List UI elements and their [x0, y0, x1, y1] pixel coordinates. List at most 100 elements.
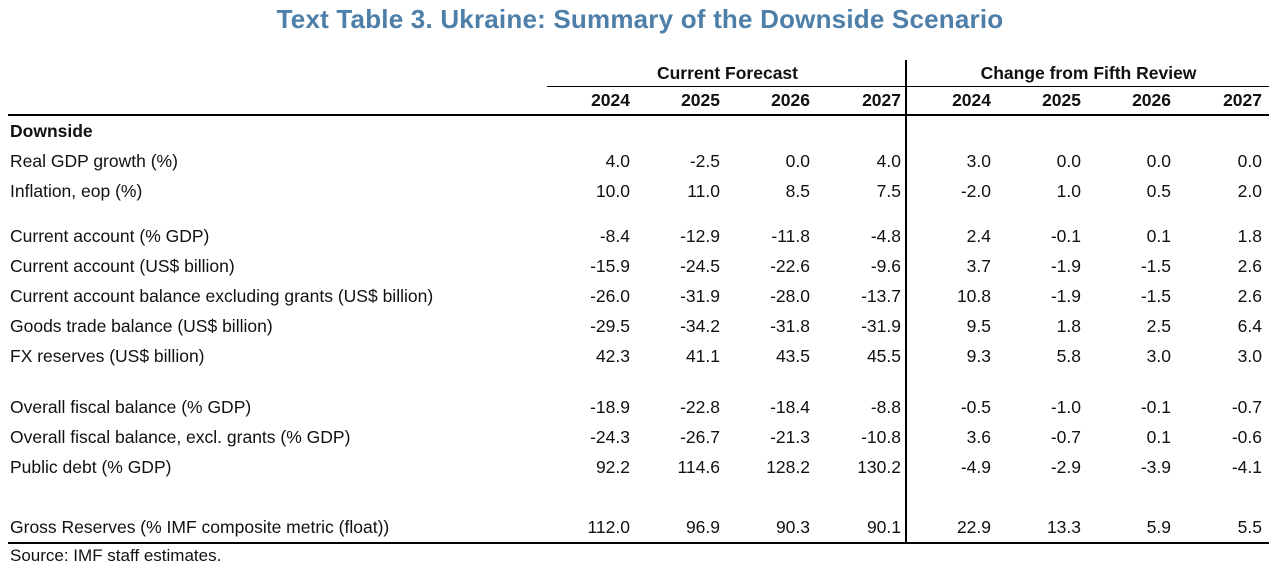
year-header: 2025: [681, 90, 720, 110]
value-cell: 112.0: [587, 516, 631, 537]
row-label: Downside: [10, 120, 93, 141]
row-label: Goods trade balance (US$ billion): [10, 315, 273, 336]
value-cell: -24.5: [680, 255, 720, 276]
row-label: Current account (US$ billion): [10, 255, 235, 276]
year-header: 2026: [771, 90, 810, 110]
value-cell: -2.9: [1050, 456, 1081, 477]
value-cell: -10.8: [861, 426, 901, 447]
value-cell: 130.2: [857, 456, 901, 477]
value-cell: 8.5: [785, 180, 810, 201]
table-row: Goods trade balance (US$ billion) -29.5 -…: [8, 311, 1269, 341]
spacer-row: [8, 482, 1269, 512]
value-cell: -15.9: [590, 255, 630, 276]
value-cell: -4.1: [1231, 456, 1262, 477]
value-cell: -0.7: [1050, 426, 1081, 447]
value-cell: 4.0: [605, 150, 630, 171]
value-cell: -2.5: [689, 150, 720, 171]
value-cell: 22.9: [956, 516, 991, 537]
value-cell: -22.6: [770, 255, 810, 276]
row-label: Overall fiscal balance (% GDP): [10, 396, 252, 417]
value-cell: 1.8: [1237, 225, 1262, 246]
row-label: Gross Reserves (% IMF composite metric (…: [10, 516, 390, 537]
value-cell: 43.5: [775, 345, 810, 366]
value-cell: 2.6: [1237, 285, 1262, 306]
corner-empty-cell: [8, 60, 547, 87]
value-cell: -2.0: [960, 180, 991, 201]
value-cell: 42.3: [595, 345, 630, 366]
value-cell: 3.6: [966, 426, 991, 447]
value-cell: 90.1: [866, 516, 901, 537]
value-cell: -29.5: [590, 315, 630, 336]
row-label: Current account (% GDP): [10, 225, 210, 246]
value-cell: 0.5: [1146, 180, 1171, 201]
value-cell: -1.5: [1140, 255, 1171, 276]
value-cell: 0.0: [785, 150, 810, 171]
value-cell: -8.8: [870, 396, 901, 417]
year-header: 2024: [591, 90, 630, 110]
value-cell: 9.5: [966, 315, 991, 336]
value-cell: 7.5: [876, 180, 901, 201]
value-cell: 0.0: [1056, 150, 1081, 171]
table-row: FX reserves (US$ billion) 42.3 41.1 43.5 45…: [8, 341, 1269, 371]
year-header-row: 2024 2025 2026 2027 2024 2025 2026 2027: [8, 87, 1269, 116]
row-label: Public debt (% GDP): [10, 456, 172, 477]
value-cell: -8.4: [599, 225, 630, 246]
year-header: 2024: [952, 90, 991, 110]
value-cell: 4.0: [876, 150, 901, 171]
value-cell: 128.2: [766, 456, 810, 477]
value-cell: -21.3: [770, 426, 810, 447]
table-row: Current account (% GDP) -8.4 -12.9 -11.8 -4…: [8, 221, 1269, 251]
row-label: FX reserves (US$ billion): [10, 345, 205, 366]
value-cell: -4.8: [870, 225, 901, 246]
value-cell: 0.1: [1146, 426, 1171, 447]
value-cell: 5.5: [1237, 516, 1262, 537]
value-cell: 1.8: [1056, 315, 1081, 336]
table-body: Downside Real GDP growth (%) 4.0 -2.5 0.0 4…: [8, 116, 1269, 544]
value-cell: 2.6: [1237, 255, 1262, 276]
value-cell: -18.4: [770, 396, 810, 417]
row-label: Overall fiscal balance, excl. grants (% …: [10, 426, 351, 447]
value-cell: -12.9: [680, 225, 720, 246]
table-title: Text Table 3. Ukraine: Summary of the Do…: [276, 4, 1004, 34]
value-cell: -1.9: [1050, 285, 1081, 306]
value-cell: -0.7: [1231, 396, 1262, 417]
value-cell: 2.0: [1237, 180, 1262, 201]
value-cell: -22.8: [680, 396, 720, 417]
value-cell: -1.0: [1050, 396, 1081, 417]
value-cell: 1.0: [1056, 180, 1081, 201]
table-row: Gross Reserves (% IMF composite metric (…: [8, 512, 1269, 544]
value-cell: -26.7: [680, 426, 720, 447]
value-cell: 10.8: [956, 285, 991, 306]
value-cell: 3.0: [1237, 345, 1262, 366]
column-group-current-forecast: Current Forecast: [547, 60, 908, 87]
value-cell: 0.1: [1146, 225, 1171, 246]
value-cell: 5.9: [1146, 516, 1171, 537]
summary-table: Current Forecast Change from Fifth Revie…: [8, 60, 1269, 544]
value-cell: 11.0: [687, 180, 720, 201]
value-cell: -1.5: [1140, 285, 1171, 306]
spacer-row: [8, 206, 1269, 221]
value-cell: -0.1: [1050, 225, 1081, 246]
column-group-change-from-fifth-review: Change from Fifth Review: [908, 60, 1269, 87]
value-cell: -28.0: [770, 285, 810, 306]
value-cell: 5.8: [1056, 345, 1081, 366]
value-cell: -1.9: [1050, 255, 1081, 276]
row-label: Inflation, eop (%): [10, 180, 143, 201]
table-row: Public debt (% GDP) 92.2 114.6 128.2 130.2 -…: [8, 452, 1269, 482]
value-cell: -9.6: [870, 255, 901, 276]
value-cell: 2.4: [966, 225, 991, 246]
value-cell: -31.9: [861, 315, 901, 336]
value-cell: 90.3: [775, 516, 810, 537]
value-cell: -11.8: [771, 225, 810, 246]
value-cell: 10.0: [595, 180, 630, 201]
table-row: Overall fiscal balance, excl. grants (% …: [8, 422, 1269, 452]
spacer-row: [8, 371, 1269, 392]
value-cell: 45.5: [866, 345, 901, 366]
column-group-header-row: Current Forecast Change from Fifth Revie…: [8, 60, 1269, 87]
value-cell: -31.9: [680, 285, 720, 306]
table-row: Real GDP growth (%) 4.0 -2.5 0.0 4.0 3.0 0.0 0…: [8, 146, 1269, 176]
value-cell: 0.0: [1237, 150, 1262, 171]
year-header: 2027: [1223, 90, 1262, 110]
value-cell: 9.3: [966, 345, 991, 366]
